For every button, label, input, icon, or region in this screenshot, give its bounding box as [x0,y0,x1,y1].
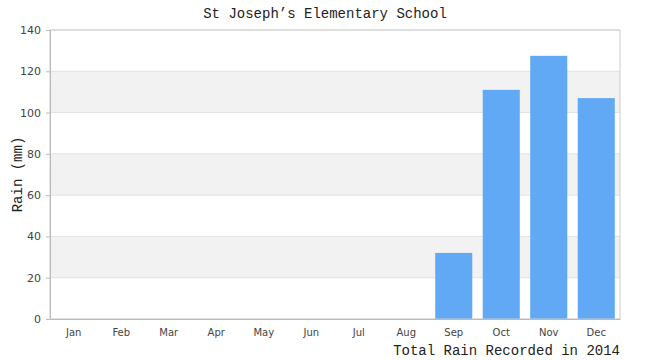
y-tick: 60 [27,189,50,202]
y-tick: 40 [27,230,50,243]
x-tick: Sep [444,319,463,338]
x-tick-label: Jan [65,327,81,338]
y-tick-mark [46,195,50,196]
x-tick: Apr [208,319,226,338]
y-tick-mark [46,319,50,320]
bar [483,90,520,319]
y-tick-mark [46,154,50,155]
y-tick: 140 [20,24,50,37]
plot-frame [50,30,620,319]
x-tick: Mar [159,319,179,338]
x-tick: Jun [302,319,319,338]
x-tick-label: Nov [539,327,559,338]
x-tick-label: Jun [302,327,319,338]
y-tick-label: 20 [27,272,41,285]
x-tick: Feb [112,319,130,338]
y-tick: 120 [20,65,50,78]
y-tick: 0 [34,313,50,326]
y-tick-label: 80 [27,148,41,161]
y-tick-mark [46,113,50,114]
x-tick-label: Oct [493,327,510,338]
bar [530,56,567,319]
y-tick-label: 40 [27,230,41,243]
x-tick-label: Feb [112,327,130,338]
x-tick-label: Jul [352,327,365,338]
y-tick: 100 [20,107,50,120]
y-tick-mark [46,71,50,72]
y-tick-label: 140 [20,24,41,37]
x-tick-label: Apr [208,327,226,338]
x-axis-line [51,319,621,320]
y-tick-mark [46,278,50,279]
y-tick-mark [46,236,50,237]
bars [435,56,615,319]
y-tick-mark [46,30,50,31]
y-tick-label: 100 [20,107,41,120]
plot: 0 20 40 60 80 100 120 140 Jan Feb Mar Apr May Jun Jul A… [20,24,621,338]
x-tick-label: Mar [159,327,179,338]
grid [50,30,620,319]
y-tick-label: 0 [34,313,41,326]
plot-background [50,30,620,319]
y-axis-title: Rain (mm) [10,137,26,213]
bar [435,253,472,319]
x-tick: Jul [352,319,365,338]
x-tick-label: Dec [587,327,606,338]
y-tick-label: 60 [27,189,41,202]
x-tick: Dec [587,319,606,338]
y-tick: 80 [27,148,50,161]
title: St Joseph’s Elementary School [203,6,447,22]
x-axis-title: Total Rain Recorded in 2014 [393,343,620,359]
y-tick: 20 [27,272,50,285]
x-tick: May [253,319,274,338]
bar [578,98,615,319]
x-tick: Aug [396,319,416,338]
x-tick-label: Aug [396,327,416,338]
x-tick-label: Sep [444,327,463,338]
x-axis: Jan Feb Mar Apr May Jun Jul Aug Sep Oct Nov Dec [51,319,621,338]
x-tick: Jan [65,319,81,338]
y-tick-label: 120 [20,65,41,78]
x-tick: Nov [539,319,559,338]
x-tick-label: May [253,327,274,338]
chart: 0 20 40 60 80 100 120 140 Jan Feb Mar Apr May Jun Jul A… [0,0,650,360]
y-axis-line [46,31,51,320]
x-tick: Oct [493,319,510,338]
